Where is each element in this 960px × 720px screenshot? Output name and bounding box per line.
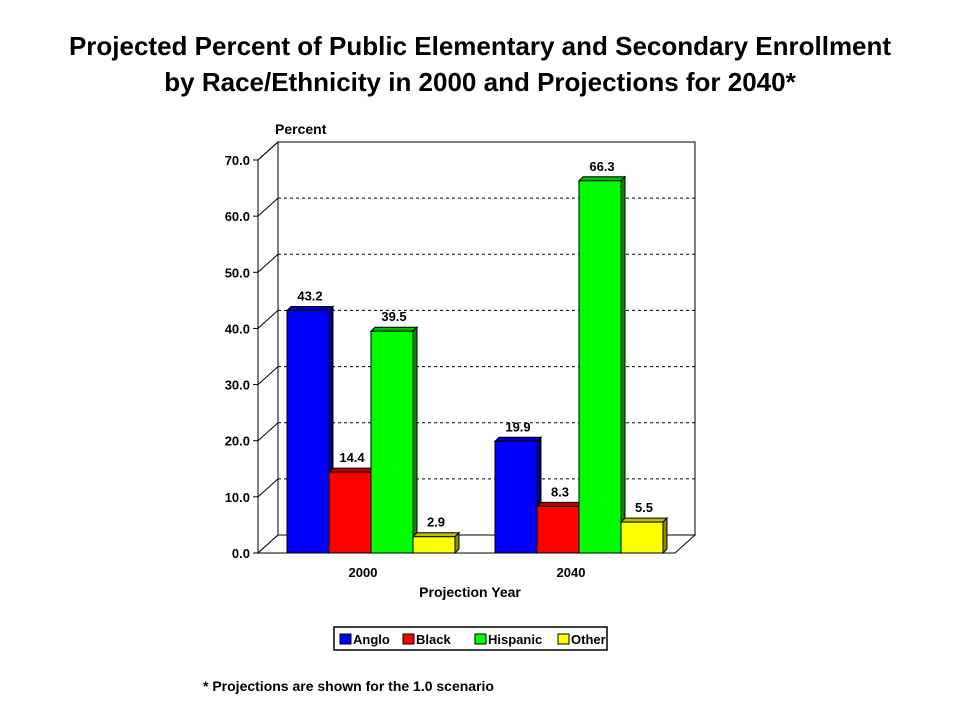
bar-top-other-2000 [411, 532, 461, 538]
gridline-side [257, 422, 279, 442]
bar-hispanic-2000 [370, 330, 414, 554]
data-labels: 43.2 14.4 39.5 2.9 19.9 8.3 66.3 5.5 [297, 159, 653, 530]
legend-box [333, 626, 608, 651]
legend-swatch-hispanic [474, 633, 487, 645]
chart-title-line-2: by Race/Ethnicity in 2000 and Projection… [164, 67, 796, 97]
chart-title: Projected Percent of Public Elementary a… [0, 28, 960, 100]
y-tick-label: 60.0 [225, 209, 250, 224]
bar-side-hispanic-2000 [412, 326, 418, 555]
y-axis-label: Percent [275, 121, 327, 137]
footnote: * Projections are shown for the 1.0 scen… [203, 678, 494, 694]
bar-top-black-2040 [535, 501, 585, 507]
bar-hispanic-2040 [578, 180, 622, 554]
gridline-side [257, 253, 279, 273]
y-tick-label: 0.0 [232, 546, 250, 561]
legend-label-hispanic: Hispanic [488, 632, 542, 647]
y-tick-label: 70.0 [225, 153, 250, 168]
bar-top-other-2040 [619, 517, 669, 523]
bar-side-other-2040 [662, 516, 668, 555]
bar-top-anglo-2040 [493, 436, 543, 442]
bar-top-hispanic-2000 [369, 326, 419, 332]
x-tick-label-2040: 2040 [557, 565, 586, 580]
gridline-side [257, 197, 279, 217]
bar-anglo-2040 [494, 440, 538, 554]
y-tick-label: 10.0 [225, 490, 250, 505]
gridline-side [257, 366, 279, 385]
data-label-black-2000: 14.4 [339, 450, 365, 465]
legend-label-black: Black [416, 632, 451, 647]
bar-top-black-2000 [327, 467, 377, 473]
data-label-hispanic-2000: 39.5 [381, 309, 406, 324]
data-label-black-2040: 8.3 [551, 484, 569, 499]
bar-top-hispanic-2040 [577, 176, 627, 182]
y-tick-label: 20.0 [225, 434, 250, 449]
x-axis: 2000 2040 Projection Year [349, 565, 586, 600]
legend-swatch-anglo [339, 633, 352, 645]
bar-side-other-2000 [454, 531, 460, 555]
y-tick-label: 40.0 [225, 321, 250, 336]
y-axis: 0.0 10.0 20.0 30.0 40.0 50.0 60.0 70.0 Percent [225, 121, 327, 561]
data-label-anglo-2040: 19.9 [505, 419, 530, 434]
data-label-other-2040: 5.5 [635, 500, 653, 515]
y-tick-label: 50.0 [225, 265, 250, 280]
legend-label-anglo: Anglo [353, 632, 390, 647]
y-tick-label: 30.0 [225, 378, 250, 393]
bars [285, 175, 669, 555]
chart-title-line-1: Projected Percent of Public Elementary a… [68, 31, 892, 61]
bar-black-2040 [536, 505, 580, 554]
x-axis-label: Projection Year [419, 584, 521, 600]
bar-side-hispanic-2040 [620, 175, 626, 555]
bar-black-2000 [328, 471, 372, 554]
legend: Anglo Black Hispanic Other [333, 626, 608, 651]
side-wall [257, 140, 279, 555]
gridline-side [257, 310, 279, 329]
data-label-other-2000: 2.9 [427, 515, 445, 530]
bar-anglo-2000 [286, 309, 330, 554]
bar-other-2040 [620, 521, 664, 554]
x-tick-label-2000: 2000 [349, 565, 378, 580]
legend-label-other: Other [571, 632, 606, 647]
gridline-side [257, 478, 279, 498]
bar-other-2000 [412, 536, 456, 554]
gridlines [257, 141, 695, 498]
data-label-hispanic-2040: 66.3 [589, 159, 614, 174]
legend-swatch-other [557, 633, 570, 645]
bar-top-anglo-2000 [285, 305, 335, 311]
gridline-side [257, 141, 279, 161]
data-label-anglo-2000: 43.2 [297, 288, 322, 303]
legend-swatch-black [402, 633, 415, 645]
